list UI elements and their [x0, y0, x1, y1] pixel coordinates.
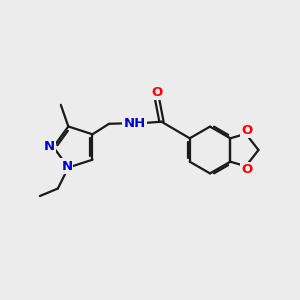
Text: O: O	[151, 86, 163, 99]
Text: O: O	[242, 163, 253, 176]
Text: NH: NH	[123, 117, 146, 130]
Text: N: N	[61, 160, 72, 172]
Text: O: O	[242, 124, 253, 137]
Text: N: N	[44, 140, 56, 154]
